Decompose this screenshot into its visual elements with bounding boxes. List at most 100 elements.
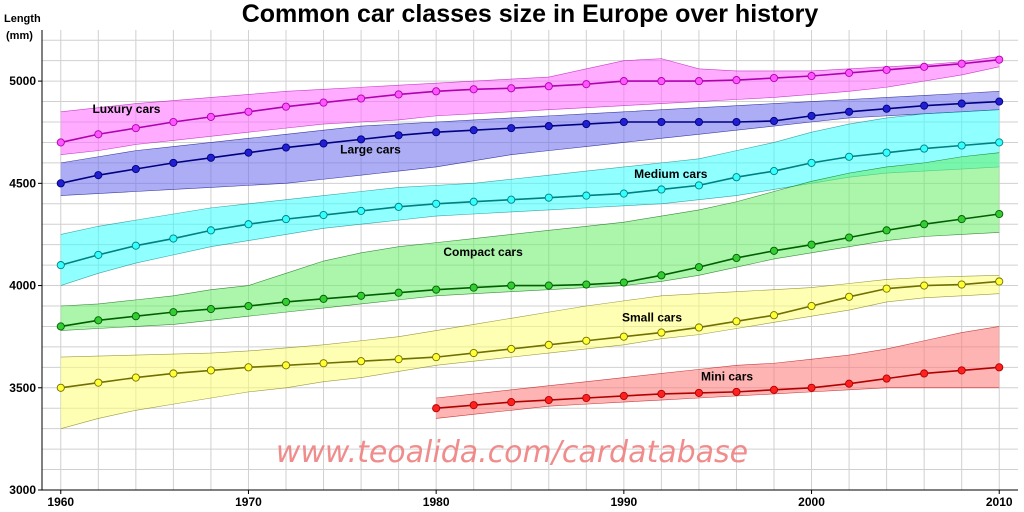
large-cars-label: Large cars — [340, 143, 401, 157]
small-cars-point — [131, 373, 140, 382]
luxury-cars-line — [60, 58, 1000, 144]
x-tick-label: 1970 — [235, 495, 262, 509]
mini-cars-point — [469, 401, 478, 410]
band-layer — [60, 56, 1000, 429]
small-cars-point — [882, 284, 891, 293]
compact-cars-point — [769, 246, 779, 255]
compact-cars-point — [56, 322, 65, 331]
luxury-cars-point — [319, 98, 328, 107]
luxury-cars-point — [94, 130, 103, 139]
medium-cars-point — [882, 148, 891, 157]
large-cars-point — [94, 171, 103, 180]
small-cars-point — [281, 361, 291, 370]
small-cars-point — [845, 292, 854, 301]
y-axis-title-line2: (mm) — [6, 30, 33, 42]
large-cars-point — [56, 179, 65, 188]
compact-cars-point — [995, 209, 1004, 219]
large-cars-point — [169, 158, 178, 167]
luxury-cars-point — [920, 62, 929, 71]
luxury-cars-point — [995, 55, 1004, 64]
watermark: www.teoalida.com/cardatabase — [276, 435, 748, 470]
mini-cars-band — [436, 326, 1000, 419]
large-cars-point — [657, 117, 666, 127]
small-cars-point — [582, 336, 591, 345]
mini-cars-point — [432, 404, 441, 413]
medium-cars-point — [357, 206, 366, 215]
mini-cars-point — [732, 387, 741, 396]
mini-cars-label: Mini cars — [701, 370, 753, 384]
luxury-cars-point — [882, 65, 891, 74]
luxury-cars-point — [769, 73, 779, 83]
compact-cars-point — [657, 271, 666, 280]
small-cars-point — [694, 323, 703, 332]
x-tick-label: 1960 — [47, 495, 74, 509]
large-cars-band-upper-edge — [60, 91, 1000, 164]
large-cars-point — [807, 111, 816, 120]
compact-cars-point — [281, 297, 291, 306]
compact-cars-point — [357, 291, 366, 300]
compact-cars-label: Compact cars — [443, 245, 523, 259]
medium-cars-point — [131, 241, 140, 250]
compact-cars-point — [544, 281, 553, 290]
small-cars-point — [619, 332, 628, 341]
compact-cars-point — [469, 283, 478, 292]
y-tick-label: 3500 — [9, 381, 36, 395]
medium-cars-label: Medium cars — [634, 167, 708, 181]
luxury-cars-point — [56, 138, 65, 147]
luxury-cars-point — [244, 107, 253, 116]
mini-cars-point — [544, 395, 553, 405]
large-cars-point — [619, 117, 628, 127]
small-cars-point — [807, 301, 816, 311]
luxury-cars-point — [507, 84, 516, 93]
x-tick-label: 1990 — [610, 495, 637, 509]
mini-cars-point — [920, 369, 929, 378]
medium-cars-point — [94, 250, 103, 259]
luxury-cars-point — [807, 71, 816, 81]
small-cars-point — [319, 359, 328, 368]
compact-cars-point — [694, 263, 703, 272]
compact-cars-point — [131, 312, 140, 321]
medium-cars-point — [807, 158, 816, 167]
mini-cars-point — [619, 391, 628, 401]
mini-cars-point — [657, 389, 666, 398]
large-cars-line — [60, 100, 1000, 185]
large-cars-point — [769, 116, 779, 126]
x-tick-label: 1980 — [423, 495, 450, 509]
compact-cars-point — [582, 280, 591, 289]
y-tick-label: 3000 — [9, 483, 36, 497]
small-cars-point — [357, 357, 366, 366]
y-axis-title-line1: Length — [4, 13, 41, 25]
small-cars-label: Small cars — [622, 310, 682, 324]
medium-cars-point — [469, 197, 478, 206]
large-cars-band-lower-edge — [60, 109, 1000, 196]
large-cars-band — [60, 91, 1000, 196]
small-cars-band-upper-edge — [60, 275, 1000, 358]
large-cars-point — [432, 128, 441, 137]
large-cars-point — [694, 117, 703, 127]
y-tick-label: 4000 — [9, 279, 36, 293]
mini-cars-point — [845, 379, 854, 388]
medium-cars-point — [657, 185, 666, 194]
medium-cars-line — [60, 141, 1000, 266]
small-cars-point — [920, 281, 929, 290]
small-cars-point — [469, 348, 478, 358]
luxury-cars-point — [544, 82, 553, 91]
large-cars-point — [206, 153, 215, 162]
small-cars-band-lower-edge — [60, 293, 1000, 429]
medium-cars-point — [957, 141, 966, 150]
large-cars-point — [394, 131, 403, 140]
luxury-cars-band — [60, 56, 1000, 155]
small-cars-point — [995, 277, 1004, 286]
compact-cars-point — [319, 294, 328, 303]
compact-cars-point — [94, 316, 103, 325]
mini-cars-point — [807, 383, 816, 392]
medium-cars-point — [845, 152, 854, 161]
luxury-cars-point — [845, 68, 854, 77]
axes: 3000 3500 4000 4500 5000 1960 1970 1980 1990 2000… — [9, 30, 1018, 509]
medium-cars-point — [769, 167, 779, 176]
luxury-cars-point — [582, 80, 591, 89]
compact-cars-band-lower-edge — [60, 232, 1000, 331]
small-cars-point — [657, 328, 666, 337]
luxury-cars-point — [206, 112, 215, 121]
series-label-layer: Luxury cars Large cars Medium cars Compact … — [92, 102, 753, 384]
